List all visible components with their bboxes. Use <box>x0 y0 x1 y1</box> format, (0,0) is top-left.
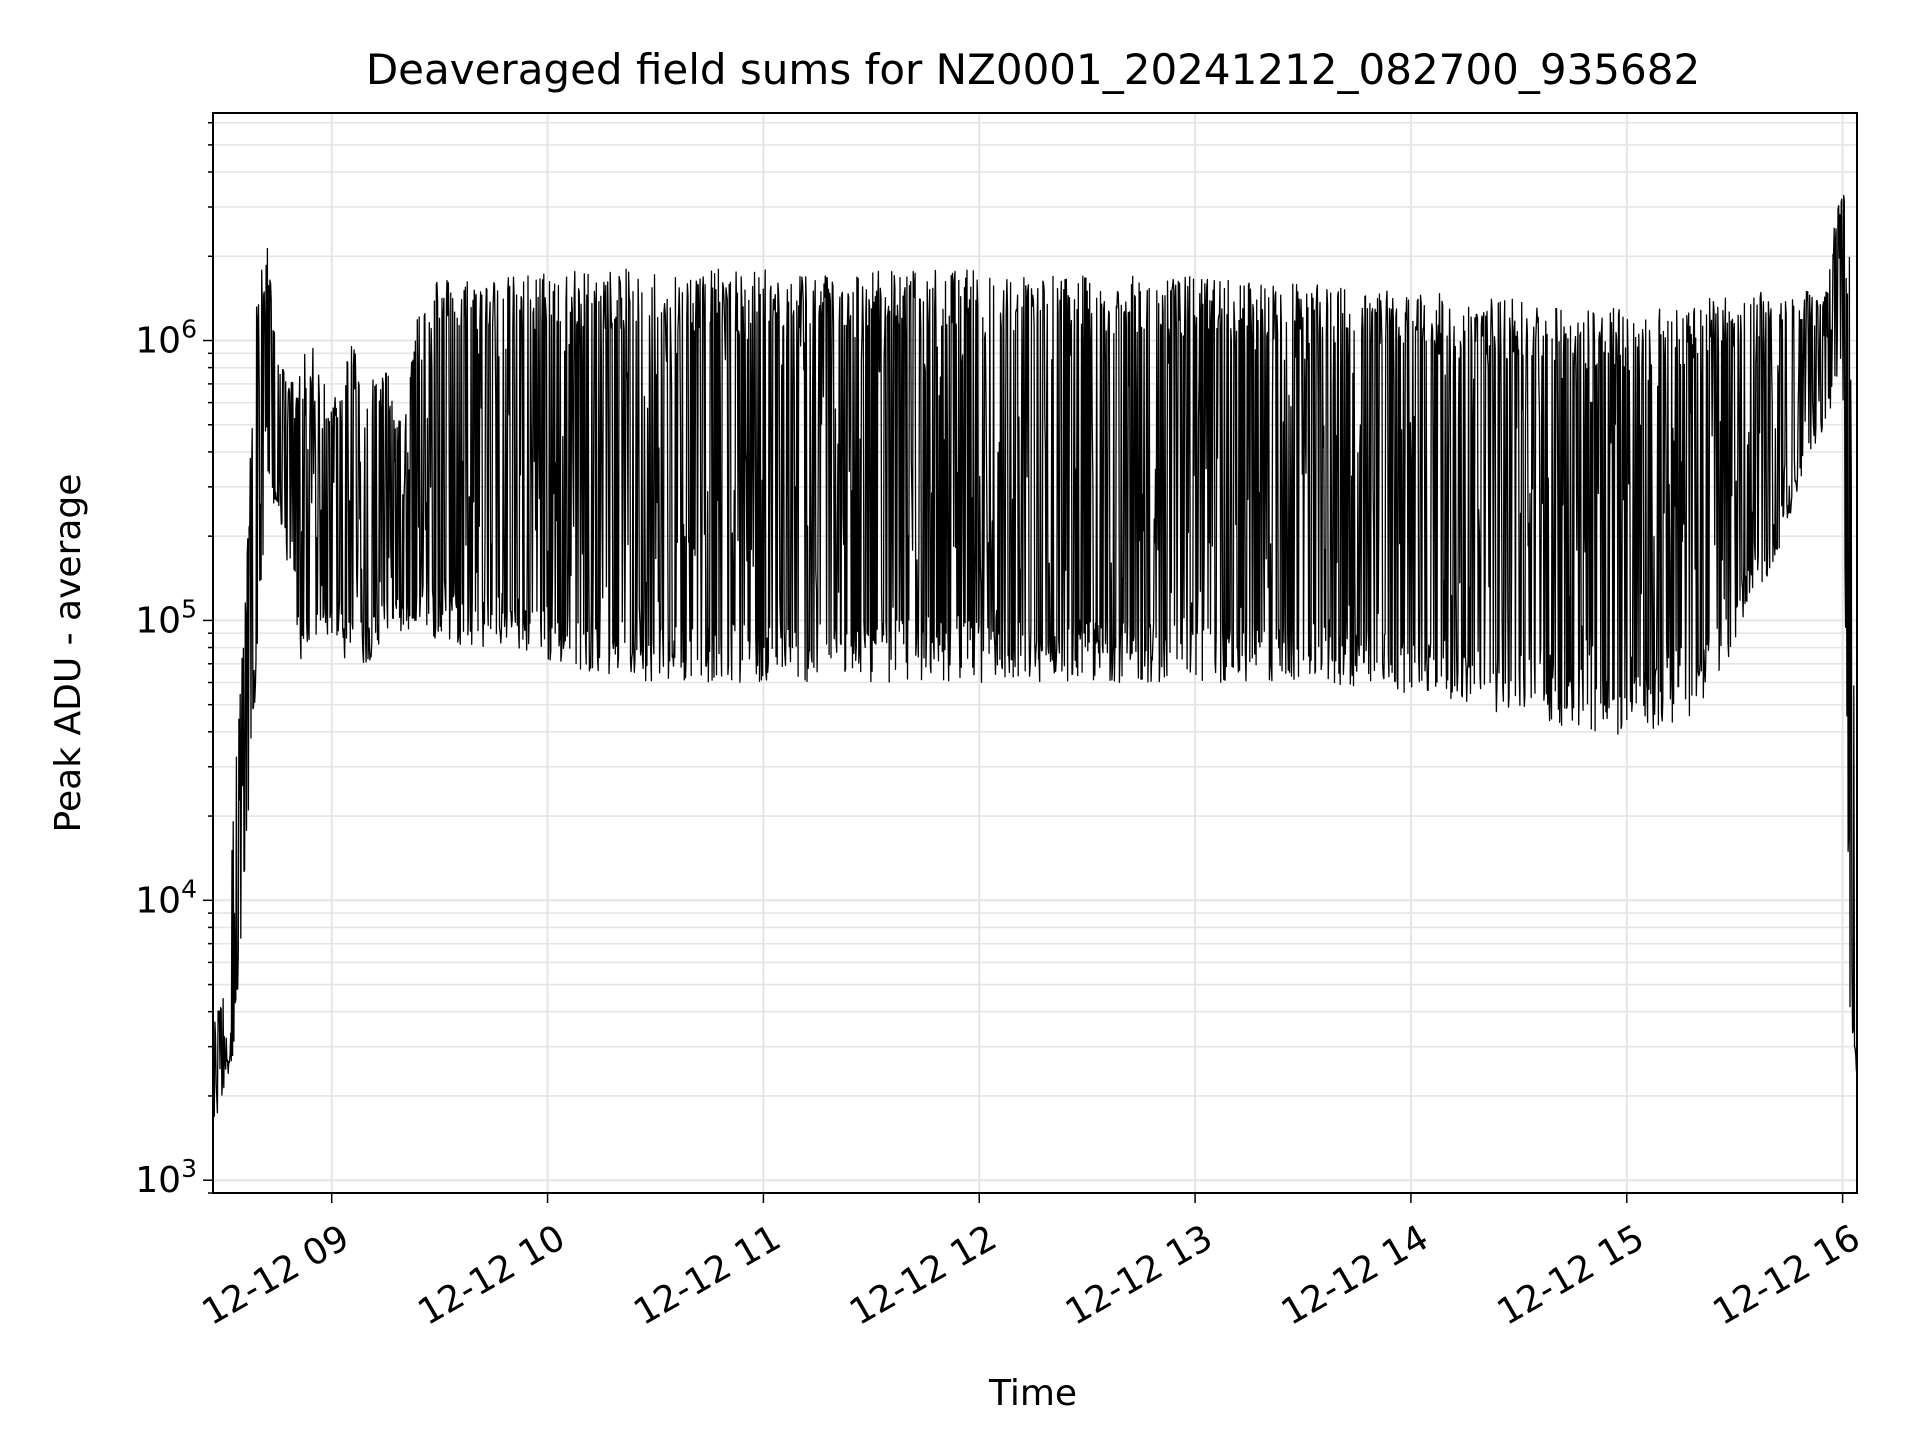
data-line-layer <box>212 194 1858 1127</box>
tick-layer <box>203 121 1844 1203</box>
y-axis-label: Peak ADU - average <box>48 474 89 833</box>
y-tick-label: 104 <box>135 874 197 921</box>
chart-title: Deaveraged field sums for NZ0001_2024121… <box>366 45 1700 94</box>
y-tick-label: 103 <box>135 1154 197 1201</box>
data-series-line <box>212 194 1858 1127</box>
axes-frame <box>212 112 1858 1194</box>
x-axis-label: Time <box>988 1373 1077 1414</box>
y-tick-labels: 103 104 105 106 <box>135 315 197 1202</box>
y-tick-label: 106 <box>135 315 197 362</box>
y-tick-label: 105 <box>135 594 197 641</box>
